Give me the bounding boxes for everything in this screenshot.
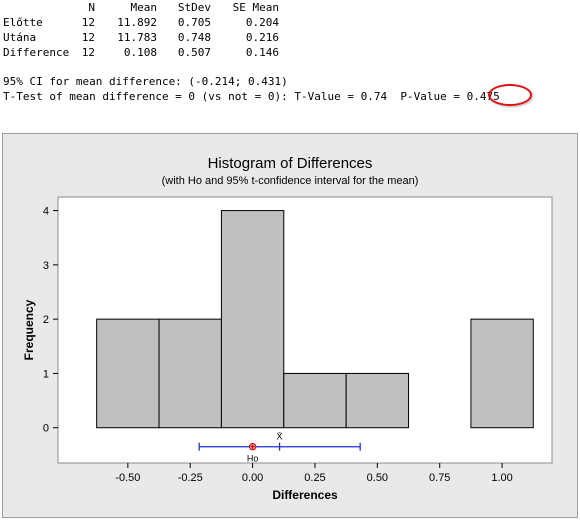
x-axis: -0.50 -0.25 0.00 0.25 0.50 0.75 1.00 [115,463,513,484]
stats-row-label: Előtte [3,16,43,29]
x-tick-label: 0.00 [242,472,263,484]
y-tick-label: 4 [43,206,49,218]
stats-cell-mean: 11.892 [117,16,157,29]
chart-subtitle: (with Ho and 95% t-confidence interval f… [162,175,419,187]
x-tick-label: 0.75 [429,472,450,484]
stats-cell-stdev: 0.507 [177,46,211,59]
x-tick-label: -0.50 [115,472,140,484]
y-tick-label: 3 [43,260,49,272]
stats-cell-n: 12 [81,46,95,59]
x-axis-label: Differences [272,488,338,502]
p-value-highlight-circle [488,84,532,106]
stats-cell-n: 12 [81,16,95,29]
y-tick-label: 0 [43,423,49,435]
stats-row: Utána 12 11.783 0.748 0.216 [3,30,279,45]
histogram-bar [283,372,347,429]
statistics-table: N Mean StDev SE Mean Előtte 12 11.892 0.… [3,0,279,60]
stats-header-se-mean: SE Mean [232,1,279,14]
stats-header-n: N [88,1,95,14]
stats-row-label: Difference [3,46,70,59]
y-axis: 0 1 2 3 4 [43,206,58,435]
stats-cell-n: 12 [81,31,95,44]
sample-mean-label: X̄ [277,432,283,442]
x-tick-label: -0.25 [178,472,203,484]
stats-cell-mean: 11.783 [117,31,157,44]
x-tick-label: 0.50 [367,472,388,484]
stats-header-stdev: StDev [177,1,211,14]
stats-row: Előtte 12 11.892 0.705 0.204 [3,15,279,30]
histogram-bar [470,318,534,429]
confidence-interval-text: 95% CI for mean difference: (-0.214; 0.4… [3,75,288,88]
histogram-bar [96,318,160,429]
graph-window: Histogram of Differences (with Ho and 95… [2,133,578,518]
stats-header-mean: Mean [130,1,158,14]
t-test-result-text: T-Test of mean difference = 0 (vs not = … [3,90,500,103]
y-tick-label: 2 [43,314,49,326]
y-tick-label: 1 [43,368,49,380]
x-tick-label: 1.00 [491,472,512,484]
stats-cell-se-mean: 0.204 [245,16,279,29]
y-axis-label: Frequency [22,299,36,360]
confidence-interval: Ho X̄ [198,432,361,464]
stats-cell-se-mean: 0.216 [245,31,279,44]
stats-cell-se-mean: 0.146 [245,46,279,59]
histogram-bar [345,372,410,429]
null-hypothesis-label: Ho [247,454,259,464]
stats-cell-stdev: 0.705 [177,16,211,29]
chart-title: Histogram of Differences [208,155,373,172]
stats-cell-stdev: 0.748 [177,31,211,44]
histogram-bar [158,318,222,429]
stats-cell-mean: 0.108 [123,46,157,59]
stats-header-label [3,0,73,15]
histogram-bars [96,210,534,429]
stats-row-label: Utána [3,31,37,44]
stats-header-row: N Mean StDev SE Mean [3,0,279,15]
x-tick-label: 0.25 [304,472,325,484]
histogram-chart: Histogram of Differences (with Ho and 95… [22,155,553,502]
stats-row: Difference 12 0.108 0.507 0.146 [3,45,279,60]
histogram-bar [220,210,285,429]
